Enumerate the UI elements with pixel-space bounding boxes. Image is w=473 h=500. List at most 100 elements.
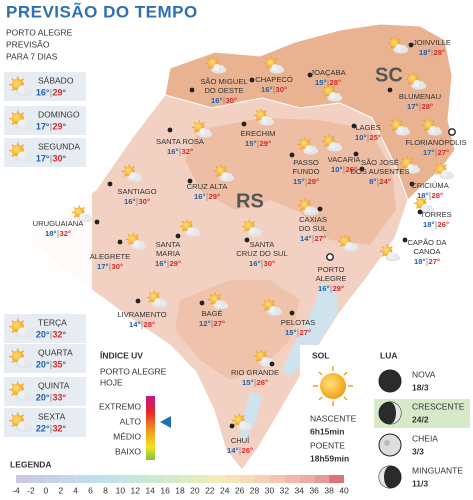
moon-phase-name: NOVA <box>412 369 436 379</box>
temp-min: 16° <box>261 85 272 94</box>
temp-max: 26° <box>242 446 253 455</box>
city-marker <box>187 178 193 184</box>
temperature-pair: 20° 33° <box>36 392 67 402</box>
city-name: JOINVILLE <box>413 38 451 47</box>
uv-city: PORTO ALEGRE <box>100 366 167 376</box>
temp-min: 14° <box>129 320 140 329</box>
temp-max: 28° <box>422 102 433 111</box>
temperature-pair: 16° 30° <box>249 259 275 268</box>
temp-max: 29° <box>170 259 181 268</box>
uv-day: HOJE <box>100 377 123 387</box>
temperature-pair: 17° 27° <box>423 148 449 157</box>
city-name: CAXIAS <box>299 215 327 224</box>
temp-max: 29° <box>52 121 66 131</box>
city-marker <box>353 151 359 157</box>
legend-tick-label: 22 <box>205 485 215 495</box>
day-name: QUARTA <box>38 347 73 357</box>
temp-min: 8° <box>369 177 376 186</box>
temp-max: 25° <box>370 133 381 142</box>
sunrise-time: 6h15min <box>310 426 345 436</box>
uv-level: ALTO <box>120 416 142 426</box>
temperature-pair: 17° 30° <box>97 262 123 271</box>
temperature-pair: 14° 28° <box>129 320 155 329</box>
temp-max: 27° <box>315 234 326 243</box>
temperature-pair: 18° 32° <box>45 229 71 238</box>
legend-tick-label: 24 <box>220 485 230 495</box>
city-marker <box>417 209 423 215</box>
legend-swatch <box>209 475 225 483</box>
temp-max: 28° <box>330 78 341 87</box>
city-name: PASSO <box>293 158 319 167</box>
city-marker <box>175 233 181 239</box>
temp-min: 20° <box>36 359 50 369</box>
temperature-pair: 20° 32° <box>36 329 67 339</box>
temp-max: 28° <box>434 48 445 57</box>
forecast-city: PORTO ALEGRE <box>6 27 73 37</box>
city-marker <box>107 181 113 187</box>
city-name: SÃO MIGUEL <box>200 77 247 86</box>
city-marker <box>351 123 357 129</box>
temp-min: 18° <box>45 229 56 238</box>
temperature-pair: 10° 26° <box>331 165 357 174</box>
weather-icon <box>433 162 455 181</box>
temp-max: 26° <box>257 378 268 387</box>
temp-max: 27° <box>300 328 311 337</box>
city-name: TORRES <box>420 210 452 219</box>
temperature-pair: 14° 27° <box>300 234 326 243</box>
city-marker <box>289 152 295 158</box>
temp-min: 16° <box>124 197 135 206</box>
temp-min: 20° <box>36 329 50 339</box>
legend-swatch <box>90 475 106 483</box>
temperature-pair: 15° 29° <box>245 139 271 148</box>
legend-swatch <box>16 475 31 483</box>
uv-indicator <box>160 416 171 428</box>
temp-max: 28° <box>432 191 443 200</box>
legend-swatch <box>75 475 91 483</box>
uv-level: MÉDIO <box>113 431 141 441</box>
temp-min: 16° <box>167 147 178 156</box>
temp-max: 26° <box>346 165 357 174</box>
legend-tick-label: 40 <box>339 485 349 495</box>
temp-min: 17° <box>407 102 418 111</box>
city-marker <box>307 72 313 78</box>
temp-max: 33° <box>52 392 66 402</box>
temp-min: 17° <box>36 153 50 163</box>
temp-max: 24° <box>379 177 390 186</box>
temp-min: 17° <box>97 262 108 271</box>
city-marker <box>359 166 365 172</box>
legend-swatch <box>30 475 46 483</box>
state-label: RS <box>236 190 264 212</box>
temp-min: 16° <box>318 284 329 293</box>
temperature-pair: 16° 30° <box>124 197 150 206</box>
temperature-pair: 14° 26° <box>227 446 253 455</box>
legend-swatch <box>254 475 270 483</box>
legend-tick-label: 2 <box>58 485 63 495</box>
city-marker <box>249 77 255 83</box>
temp-min: 18° <box>419 48 430 57</box>
city-marker <box>117 239 123 245</box>
city-name: CRUZ DO SUL <box>236 249 287 258</box>
city-name: DO SUL <box>299 224 327 233</box>
legend-tick-label: 26 <box>235 485 245 495</box>
moon-phase-date: 24/2 <box>412 414 429 424</box>
temperature-pair: 18° 26° <box>423 220 449 229</box>
temp-min: 15° <box>285 328 296 337</box>
temp-max: 30° <box>139 197 150 206</box>
city-name: DOS AUSENTES <box>350 167 409 176</box>
sun-icon <box>313 366 353 406</box>
temp-min: 18° <box>414 257 425 266</box>
city-name: URUGUAIANA <box>33 219 85 228</box>
legend-tick-label: 0 <box>43 485 48 495</box>
city-marker <box>241 121 247 127</box>
uv-levels: EXTREMO ALTO MÉDIO BAIXO <box>99 401 171 456</box>
temperature-pair: 10° 25° <box>355 133 381 142</box>
city-marker <box>167 127 173 133</box>
city-name: MARIA <box>156 249 181 258</box>
sun-title: SOL <box>312 350 329 360</box>
legend-tick-label: 6 <box>88 485 93 495</box>
moon-lit <box>379 466 390 488</box>
city-name: DO OESTE <box>204 86 243 95</box>
temperature-pair: 18° 28° <box>419 48 445 57</box>
sunset-time: 18h59min <box>310 453 349 463</box>
legend-swatch <box>269 475 285 483</box>
